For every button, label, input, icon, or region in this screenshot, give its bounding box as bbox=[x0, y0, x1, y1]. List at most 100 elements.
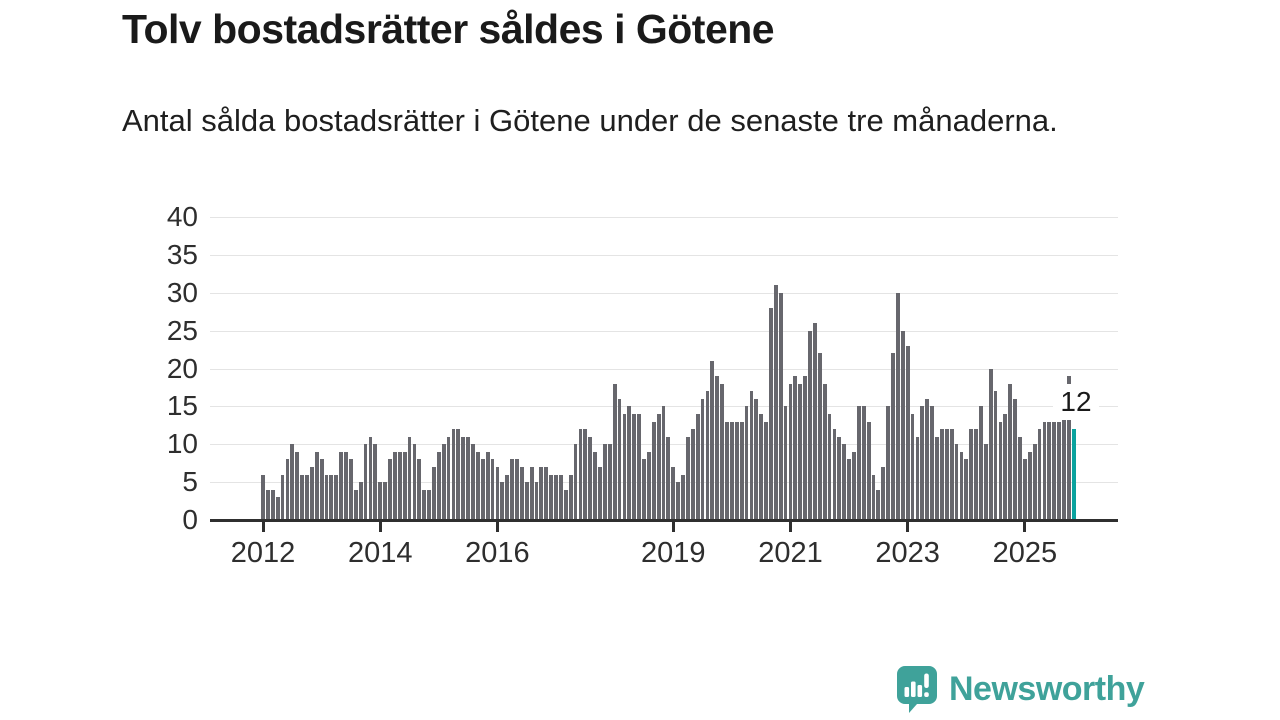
gridline-20 bbox=[210, 368, 1118, 370]
bar-2022-03 bbox=[856, 406, 861, 520]
bar-2016-04 bbox=[510, 459, 514, 520]
bar-2021-01 bbox=[788, 383, 793, 520]
bar-2019-06 bbox=[695, 413, 700, 520]
bar-2013-10 bbox=[363, 444, 368, 520]
y-tick-label-30: 30 bbox=[166, 276, 198, 308]
bar-2013-08 bbox=[353, 489, 358, 520]
bar-2017-05 bbox=[573, 444, 578, 520]
bar-latest-highlight-2025-11 bbox=[1071, 429, 1076, 520]
bar-2016-05 bbox=[515, 459, 519, 520]
y-tick-label-10: 10 bbox=[166, 428, 198, 460]
x-tick-2025 bbox=[1023, 522, 1027, 532]
bar-2022-07 bbox=[876, 489, 881, 520]
bar-2019-04 bbox=[686, 436, 690, 520]
bar-2024-11 bbox=[1013, 398, 1018, 520]
bar-2022-01 bbox=[847, 459, 851, 520]
bar-2014-09 bbox=[417, 459, 422, 520]
bar-2019-07 bbox=[700, 398, 705, 520]
bar-2014-10 bbox=[422, 489, 427, 520]
bar-2018-03 bbox=[622, 413, 627, 520]
bar-2024-03 bbox=[974, 429, 978, 520]
bar-2013-02 bbox=[324, 474, 329, 520]
bar-2021-04 bbox=[803, 376, 808, 520]
bar-2023-05 bbox=[925, 398, 930, 520]
bar-2023-10 bbox=[949, 429, 954, 520]
bar-chart-plot-area: 0 5 10 15 20 25 30 35 40 2012 2014 2016 2019 2021 202… bbox=[167, 201, 1118, 569]
bar-2015-02 bbox=[441, 444, 446, 520]
x-tick-2023 bbox=[906, 522, 910, 532]
bar-2014-07 bbox=[407, 436, 412, 520]
bar-2016-08 bbox=[529, 466, 534, 520]
bar-2025-09 bbox=[1062, 383, 1066, 520]
y-tick-label-35: 35 bbox=[166, 238, 198, 270]
bar-2020-03 bbox=[739, 421, 744, 520]
bar-2017-04 bbox=[568, 474, 573, 520]
bar-2022-09 bbox=[886, 406, 891, 520]
y-tick-label-20: 20 bbox=[166, 352, 198, 384]
bar-2016-12 bbox=[549, 474, 554, 520]
bar-2018-12 bbox=[666, 436, 671, 520]
bar-2017-12 bbox=[607, 444, 612, 520]
bar-2018-04 bbox=[627, 406, 632, 520]
bar-2023-03 bbox=[915, 436, 920, 520]
bar-2014-08 bbox=[412, 444, 417, 520]
bar-2018-01 bbox=[612, 383, 617, 520]
bar-2013-01 bbox=[319, 459, 324, 520]
y-tick-label-25: 25 bbox=[166, 314, 198, 346]
bar-2021-08 bbox=[822, 383, 827, 520]
bar-2018-11 bbox=[661, 406, 666, 520]
bar-2015-12 bbox=[490, 459, 495, 520]
gridline-40 bbox=[210, 217, 1118, 218]
x-tick-label-2016: 2016 bbox=[465, 537, 530, 569]
x-tick-2016 bbox=[495, 522, 499, 532]
bar-2014-06 bbox=[402, 451, 407, 520]
bar-2012-05 bbox=[280, 474, 285, 520]
bar-2015-06 bbox=[461, 436, 466, 520]
bar-2021-06 bbox=[812, 323, 817, 520]
bar-2024-09 bbox=[1003, 413, 1008, 520]
bar-2020-11 bbox=[778, 292, 783, 520]
y-tick-label-40: 40 bbox=[166, 201, 198, 232]
bar-2020-10 bbox=[773, 285, 778, 520]
bar-2015-11 bbox=[485, 451, 490, 520]
bar-2022-08 bbox=[881, 466, 886, 520]
bar-2015-08 bbox=[471, 444, 475, 520]
bar-2025-05 bbox=[1042, 421, 1047, 520]
x-tick-2021 bbox=[788, 522, 792, 532]
bar-2019-02 bbox=[676, 482, 681, 520]
bar-2019-03 bbox=[681, 474, 685, 520]
bar-2017-02 bbox=[559, 474, 563, 520]
bar-2017-11 bbox=[602, 444, 607, 520]
bar-2016-06 bbox=[519, 466, 524, 520]
bar-2021-10 bbox=[832, 429, 837, 520]
bar-2017-10 bbox=[598, 466, 602, 520]
bar-2024-12 bbox=[1018, 436, 1022, 520]
bar-2020-01 bbox=[729, 421, 734, 520]
bar-2023-09 bbox=[944, 429, 949, 520]
bar-2012-08 bbox=[295, 451, 300, 520]
newsworthy-wordmark: Newsworthy bbox=[949, 670, 1145, 708]
bar-2016-02 bbox=[500, 482, 505, 520]
bar-2025-08 bbox=[1057, 421, 1061, 520]
bar-2016-10 bbox=[539, 466, 544, 520]
bar-2023-02 bbox=[910, 413, 915, 520]
bar-2015-04 bbox=[451, 429, 456, 520]
bar-2024-06 bbox=[988, 368, 993, 520]
annotation-latest-value: 12 bbox=[1053, 384, 1099, 420]
bar-2018-09 bbox=[651, 421, 656, 520]
bar-2023-01 bbox=[905, 345, 910, 520]
bar-2015-07 bbox=[466, 436, 471, 520]
bar-2020-06 bbox=[754, 398, 759, 520]
bar-2013-07 bbox=[349, 459, 353, 520]
bar-2017-01 bbox=[554, 474, 558, 520]
bar-2022-11 bbox=[896, 292, 900, 520]
bar-2012-12 bbox=[314, 451, 319, 520]
bar-2020-02 bbox=[734, 421, 739, 520]
bar-2015-01 bbox=[436, 451, 441, 520]
bar-2023-06 bbox=[930, 406, 934, 520]
bar-2023-07 bbox=[935, 436, 939, 520]
bar-2016-07 bbox=[524, 482, 529, 520]
bar-2022-05 bbox=[866, 421, 871, 520]
bar-2020-07 bbox=[759, 413, 764, 520]
bar-2012-04 bbox=[275, 497, 280, 520]
